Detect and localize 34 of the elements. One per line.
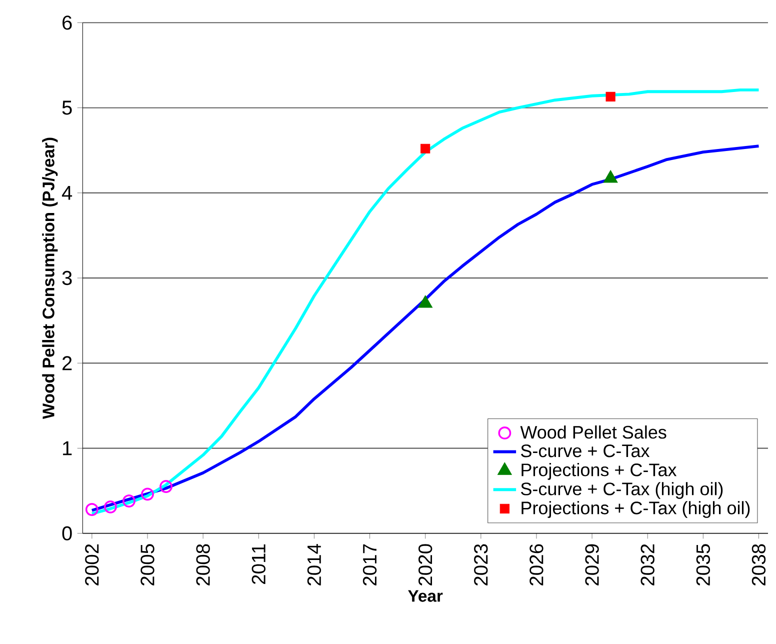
legend-label: S-curve + C-Tax (high oil) xyxy=(521,482,723,499)
legend-label: Projections + C-Tax (high oil) xyxy=(522,501,750,518)
y-axis-title: Wood Pellet Consumption (PJ/year) xyxy=(42,138,58,420)
x-tick-label: 2026 xyxy=(530,544,544,586)
point xyxy=(420,144,430,154)
y-tick-label: 5 xyxy=(62,100,72,115)
legend-label: S-curve + C-Tax xyxy=(521,444,650,458)
x-tick-label: 2038 xyxy=(752,544,766,586)
x-tick-label: 2029 xyxy=(585,544,599,586)
point xyxy=(85,503,98,516)
y-tick-label: 2 xyxy=(62,356,72,370)
x-tick-label: 2008 xyxy=(196,544,210,586)
point xyxy=(606,92,616,102)
x-tick-label: 2005 xyxy=(140,544,154,586)
x-tick-label: 2011 xyxy=(252,544,266,584)
legend-label: Projections + C-Tax xyxy=(522,463,677,480)
y-tick-label: 4 xyxy=(62,186,72,200)
x-tick-label: 2035 xyxy=(696,544,710,586)
y-tick-label: 3 xyxy=(62,270,72,286)
y-tick-label: 1 xyxy=(63,441,72,456)
legend-label: Wood Pellet Sales xyxy=(520,425,666,439)
point xyxy=(122,494,136,508)
x-axis-title: Year xyxy=(408,590,443,602)
y-tick-label: 6 xyxy=(62,16,72,30)
x-tick-label: 2002 xyxy=(85,544,99,586)
x-tick-label: 2017 xyxy=(362,544,377,586)
point xyxy=(104,500,117,514)
y-tick-label: 0 xyxy=(62,526,72,540)
x-tick-label: 2023 xyxy=(474,544,488,586)
point xyxy=(141,488,154,501)
x-tick-label: 2032 xyxy=(640,544,654,586)
point xyxy=(160,480,172,493)
x-tick-label: 2014 xyxy=(307,544,322,586)
x-tick-label: 2020 xyxy=(418,544,432,586)
